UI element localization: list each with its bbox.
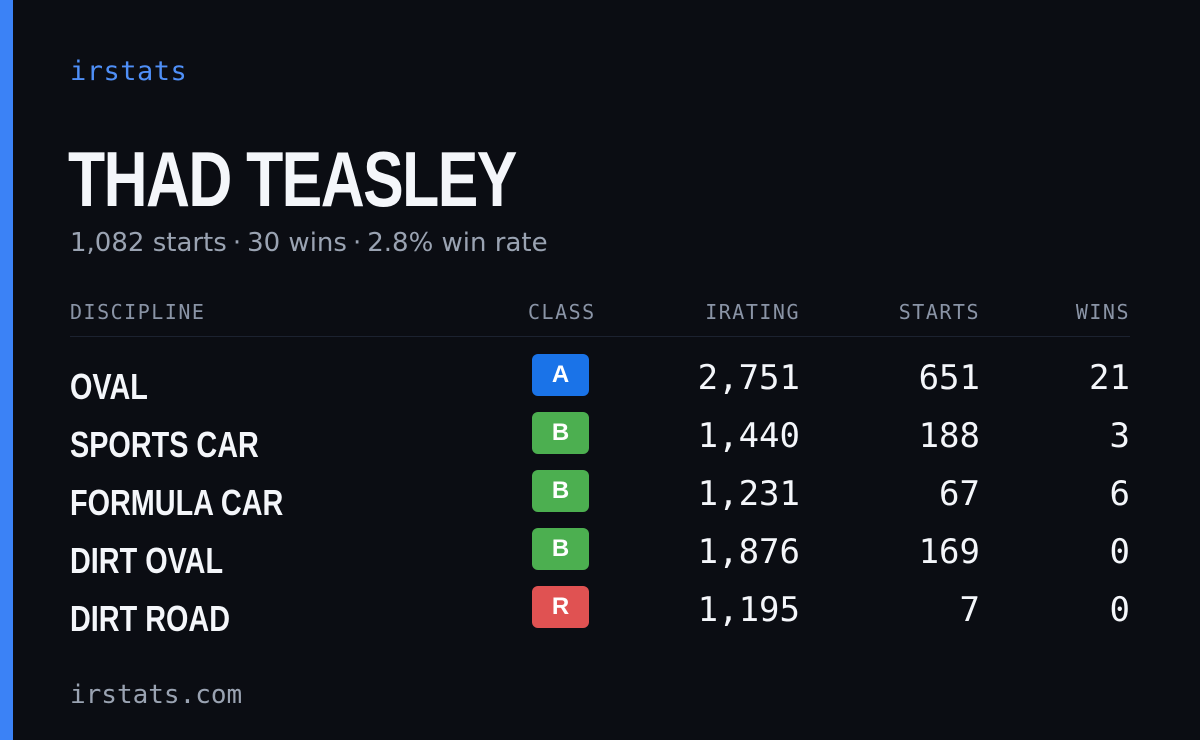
class-badge: B — [532, 528, 589, 570]
driver-name: THAD TEASLEY — [68, 135, 517, 223]
starts-value: 67 — [939, 474, 980, 514]
wins-value: 0 — [1109, 590, 1130, 630]
discipline-name: FORMULA CAR — [70, 482, 284, 523]
irating-value: 2,751 — [697, 358, 800, 398]
starts-value: 188 — [918, 416, 980, 456]
class-badge: R — [532, 586, 589, 628]
irating-value: 1,195 — [697, 590, 800, 630]
class-badge: B — [532, 412, 589, 454]
header-starts: STARTS — [898, 300, 980, 324]
wins-value: 21 — [1089, 358, 1130, 398]
summary-separator: · — [352, 228, 362, 258]
summary-starts: 1,082 starts — [70, 228, 227, 258]
discipline-name: SPORTS CAR — [70, 424, 259, 465]
header-irating: IRATING — [705, 300, 800, 324]
class-badge: B — [532, 470, 589, 512]
wins-value: 0 — [1109, 532, 1130, 572]
summary-wins: 30 wins — [247, 228, 347, 258]
wins-value: 3 — [1109, 416, 1130, 456]
driver-summary: 1,082 starts · 30 wins · 2.8% win rate — [70, 228, 548, 258]
table-row: FORMULA CAR B 1,231 67 6 — [0, 470, 1200, 528]
table-row: SPORTS CAR B 1,440 188 3 — [0, 412, 1200, 470]
discipline-name: OVAL — [70, 366, 148, 407]
starts-value: 651 — [918, 358, 980, 398]
starts-value: 169 — [918, 532, 980, 572]
brand-logo-text: irstats — [70, 56, 188, 87]
irating-value: 1,440 — [697, 416, 800, 456]
table-row: DIRT ROAD R 1,195 7 0 — [0, 586, 1200, 644]
wins-value: 6 — [1109, 474, 1130, 514]
discipline-name: DIRT OVAL — [70, 540, 224, 581]
discipline-name: DIRT ROAD — [70, 598, 230, 639]
summary-win-rate: 2.8% win rate — [367, 228, 548, 258]
footer-url: irstats.com — [70, 680, 243, 710]
irating-value: 1,231 — [697, 474, 800, 514]
header-discipline: DISCIPLINE — [70, 300, 206, 324]
accent-bar — [0, 0, 13, 740]
table-row: DIRT OVAL B 1,876 169 0 — [0, 528, 1200, 586]
starts-value: 7 — [959, 590, 980, 630]
table-row: OVAL A 2,751 651 21 — [0, 354, 1200, 412]
class-badge: A — [532, 354, 589, 396]
header-wins: WINS — [1075, 300, 1130, 324]
header-divider — [70, 336, 1130, 337]
header-class: CLASS — [528, 300, 596, 324]
summary-separator: · — [232, 228, 242, 258]
irating-value: 1,876 — [697, 532, 800, 572]
